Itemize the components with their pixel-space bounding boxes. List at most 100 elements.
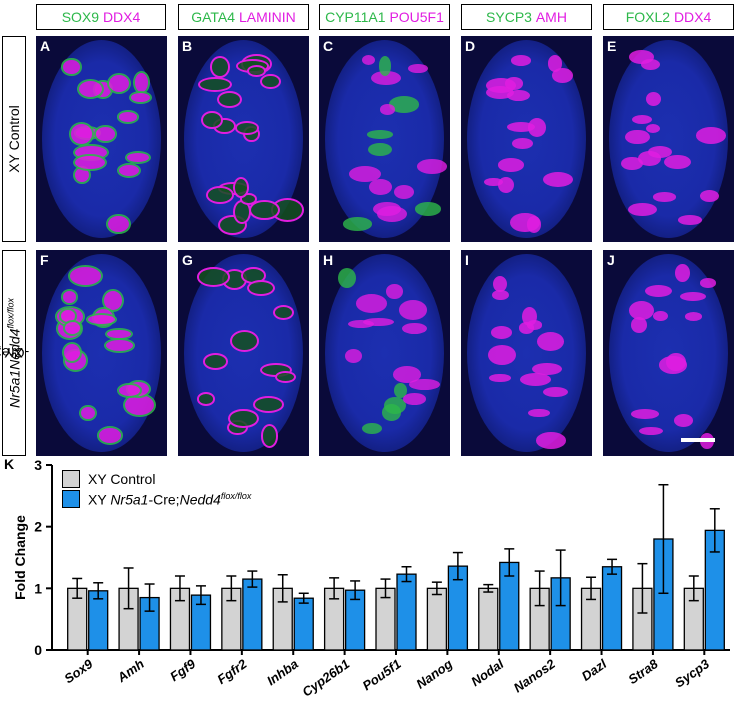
panel-letter: I — [465, 252, 469, 268]
cord-blob — [103, 338, 136, 354]
cord-blob — [367, 142, 392, 157]
cord-blob — [260, 73, 281, 90]
cord-blob — [630, 409, 659, 419]
cord-blob — [628, 50, 654, 64]
legend-mutant-swatch — [62, 490, 80, 508]
cord-blob — [684, 311, 702, 321]
bar-control — [272, 587, 293, 651]
bar-control — [323, 587, 345, 651]
cord-blob — [408, 64, 428, 74]
cord-blob — [402, 393, 426, 405]
row-label-mutant: XY Nr5a1 -Cre; Nedd4flox/flox — [0, 250, 30, 456]
cord-blob — [96, 426, 123, 445]
cord-blob — [630, 317, 647, 333]
cord-blob — [675, 264, 690, 283]
cord-blob — [338, 268, 357, 288]
cord-blob — [493, 276, 508, 293]
cord-blob — [62, 341, 83, 363]
cord-blob — [532, 362, 562, 376]
row-label-mutant-mid: -Cre; — [0, 345, 30, 362]
legend-mutant-gene2: Nedd4 — [179, 491, 221, 508]
cord-blob — [206, 186, 234, 205]
panel-letter: J — [607, 252, 615, 268]
cord-blob — [117, 163, 142, 179]
cord-blob — [510, 55, 531, 67]
bar-mutant — [88, 590, 109, 651]
x-tick-label: Dazl — [579, 656, 610, 684]
micrograph-panel-j: J — [603, 250, 734, 456]
cord-blob — [627, 202, 658, 217]
cord-blob — [228, 408, 259, 429]
micrograph-panel-d: D — [461, 36, 592, 242]
cord-blob — [653, 310, 668, 321]
cord-blob — [86, 312, 118, 326]
row-label-control: XY Control — [2, 36, 26, 242]
cord-blob — [492, 289, 510, 301]
cord-blob — [116, 110, 140, 125]
cord-blob — [652, 192, 676, 202]
legend-control-label: XY Control — [88, 471, 156, 487]
cord-blob — [506, 89, 530, 102]
cord-blob — [625, 129, 650, 145]
cord-blob — [63, 320, 83, 337]
bar-control — [169, 587, 191, 651]
cord-blob — [417, 159, 448, 174]
legend-control-swatch — [62, 470, 80, 488]
y-tick-label: 2 — [34, 519, 42, 535]
cord-blob — [67, 264, 103, 287]
x-tick-label: Stra8 — [625, 656, 661, 687]
cord-blob — [537, 332, 565, 352]
cord-blob — [260, 424, 279, 448]
cord-blob — [393, 185, 415, 200]
cord-blob — [247, 279, 275, 296]
legend-mutant-sup: flox/flox — [220, 490, 252, 501]
scale-bar — [681, 438, 715, 442]
bar-mutant — [653, 538, 674, 651]
bar-mutant — [242, 578, 263, 651]
bar-mutant — [190, 594, 212, 651]
cord-blob — [217, 90, 243, 108]
cord-blob — [491, 325, 512, 339]
row-label-mutant-gene1: Nr5a1 — [6, 369, 23, 408]
cord-blob — [483, 177, 503, 186]
bar-control — [67, 587, 88, 651]
cord-blob — [527, 408, 551, 418]
legend-mutant-label: XY Nr5a1-Cre;Nedd4flox/flox — [88, 491, 251, 508]
panel-letter: C — [323, 38, 334, 54]
bar-control — [118, 587, 139, 651]
bar-mutant — [293, 597, 314, 651]
bar-mutant — [344, 589, 366, 651]
cord-blob — [362, 422, 382, 434]
cord-blob — [249, 199, 280, 220]
cord-blob — [415, 202, 441, 216]
cord-blob — [368, 179, 392, 195]
cord-blob — [106, 73, 131, 95]
cord-blob — [527, 118, 546, 137]
header-col2: GATA4 LAMININ — [178, 4, 309, 30]
cord-blob — [699, 278, 717, 288]
x-tick-label: Cyp26b1 — [299, 656, 352, 699]
y-tick-label: 3 — [34, 457, 42, 473]
cord-blob — [488, 344, 517, 365]
micrograph-panel-c: C — [319, 36, 450, 242]
cord-blob — [372, 201, 401, 216]
cord-blob — [663, 154, 691, 170]
bar-control — [632, 587, 653, 651]
tissue-section — [467, 254, 586, 452]
cord-blob — [645, 124, 660, 134]
bar-mutant — [704, 529, 725, 651]
cord-blob — [362, 318, 394, 327]
cord-blob — [408, 378, 440, 391]
panel-letter: G — [182, 252, 193, 268]
bar-mutant — [396, 573, 417, 651]
cord-blob — [61, 58, 82, 76]
cord-blob — [201, 111, 223, 130]
cord-blob — [252, 395, 285, 413]
cord-blob — [379, 104, 396, 115]
cord-blob — [511, 137, 534, 149]
cord-blob — [94, 125, 117, 143]
cord-blob — [504, 77, 523, 90]
cord-blob — [275, 371, 297, 384]
cord-blob — [526, 320, 542, 330]
row-label-mutant-text: XY Nr5a1 -Cre; Nedd4flox/flox — [0, 298, 30, 408]
